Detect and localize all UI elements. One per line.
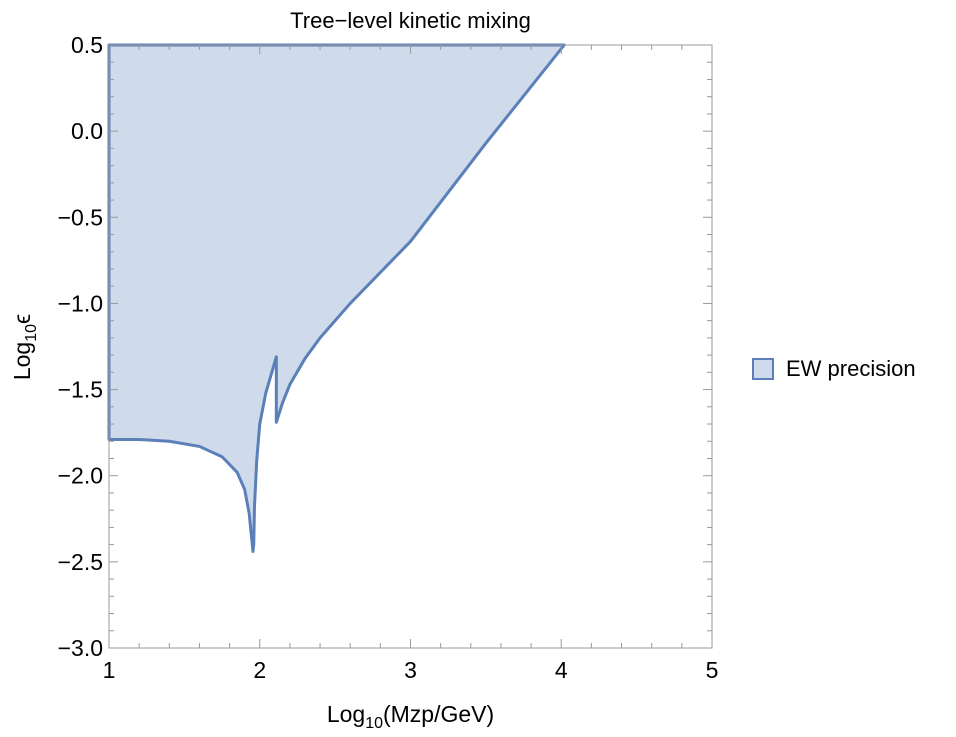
y-axis-label: Log10ϵ xyxy=(9,314,40,380)
x-axis-label: Log10(Mzp/GeV) xyxy=(327,701,494,732)
axis-ticks xyxy=(108,44,713,649)
x-tick-label: 2 xyxy=(253,657,266,683)
y-tick-label: −2.0 xyxy=(58,463,103,489)
y-tick-label: −1.0 xyxy=(58,290,103,316)
x-tick-label: 1 xyxy=(103,657,116,683)
x-tick-label: 3 xyxy=(404,657,417,683)
chart-title: Tree−level kinetic mixing xyxy=(290,8,531,33)
y-tick-label: 0.5 xyxy=(71,32,103,58)
x-axis-tick-labels: 1 2 3 4 5 xyxy=(103,657,719,683)
x-tick-label: 4 xyxy=(555,657,568,683)
ew-precision-boundary xyxy=(107,43,566,554)
y-tick-label: 0.0 xyxy=(71,118,103,144)
y-tick-label: −3.0 xyxy=(58,635,103,661)
y-axis-tick-labels: −3.0 −2.5 −2.0 −1.5 −1.0 −0.5 0.0 0.5 xyxy=(58,32,103,661)
legend: EW precision xyxy=(752,356,916,381)
ew-precision-region xyxy=(109,45,565,552)
y-tick-label: −0.5 xyxy=(58,204,103,230)
y-tick-label: −2.5 xyxy=(58,549,103,575)
legend-label: EW precision xyxy=(786,356,916,381)
x-tick-label: 5 xyxy=(706,657,719,683)
y-tick-label: −1.5 xyxy=(58,377,103,403)
legend-swatch xyxy=(752,358,774,380)
